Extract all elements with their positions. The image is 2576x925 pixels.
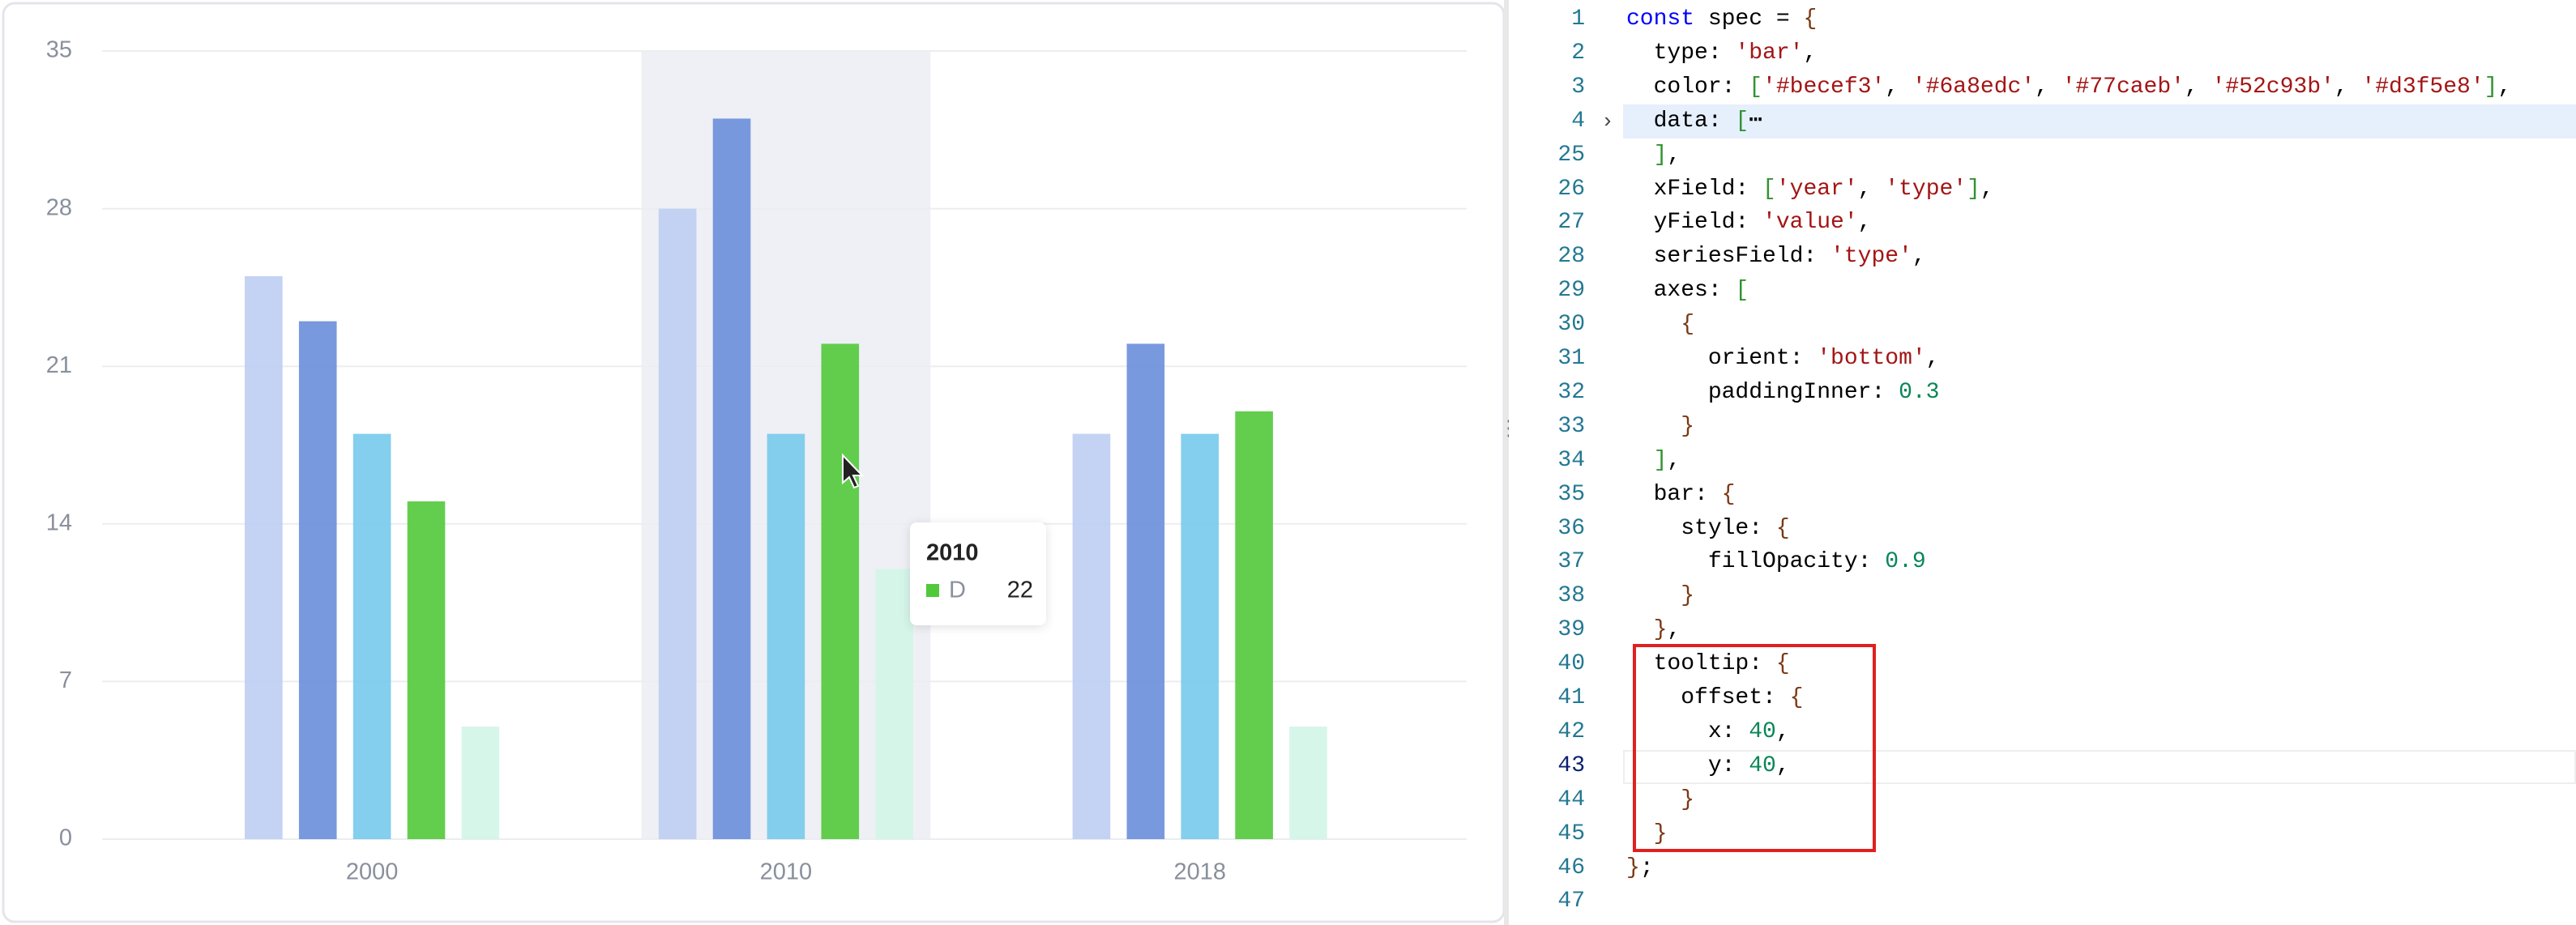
line-number: 36 [1557, 515, 1585, 541]
code-line[interactable]: color: ['#becef3', '#6a8edc', '#77caeb',… [1626, 74, 2512, 100]
line-number: 45 [1557, 821, 1585, 846]
line-number: 27 [1557, 210, 1585, 236]
code-line[interactable]: xField: ['year', 'type'], [1626, 176, 1994, 202]
y-tick-label: 21 [46, 352, 72, 378]
bar [767, 433, 805, 839]
tooltip-box [910, 522, 1046, 625]
bar [875, 569, 914, 839]
y-tick-label: 35 [46, 37, 72, 63]
line-number: 34 [1557, 447, 1585, 473]
y-tick-label: 14 [46, 509, 72, 535]
bar [298, 321, 337, 840]
line-number: 35 [1557, 481, 1585, 507]
code-line[interactable]: yField: 'value', [1626, 210, 1872, 236]
line-number: 38 [1557, 583, 1585, 609]
code-line[interactable]: bar: { [1626, 481, 1736, 507]
current-line [1623, 749, 2576, 784]
x-tick-label: 2018 [1173, 859, 1226, 885]
code-line[interactable]: { [1681, 312, 1695, 338]
code-line[interactable]: fillOpacity: 0.9 [1626, 549, 1926, 575]
bar [1126, 343, 1165, 839]
line-number: 37 [1557, 549, 1585, 575]
line-number: 2 [1571, 40, 1585, 66]
bar [658, 208, 697, 840]
tooltip: 2010 D 22 [910, 522, 1046, 625]
code-line[interactable]: } [1681, 583, 1695, 609]
splitter-handle[interactable]: ⋮ [1498, 416, 1509, 440]
code-line[interactable]: ], [1653, 142, 1681, 168]
line-number: 43 [1557, 752, 1585, 778]
line-number: 30 [1557, 312, 1585, 338]
code-line[interactable]: axes: [ [1626, 278, 1749, 304]
tooltip-swatch [926, 584, 939, 597]
highlight-box [1633, 644, 1876, 852]
code-line[interactable]: } [1653, 821, 1668, 846]
bar [407, 501, 446, 839]
x-tick-label: 2000 [346, 859, 399, 885]
code-line[interactable]: } [1681, 413, 1695, 439]
bar [461, 727, 500, 839]
code-line[interactable]: }, [1653, 617, 1681, 643]
code-line[interactable]: y: 40, [1626, 752, 1790, 778]
bar [245, 276, 283, 839]
tooltip-series-name: D [949, 578, 966, 603]
y-tick-label: 28 [46, 194, 72, 220]
line-number: 29 [1557, 278, 1585, 304]
line-number: 26 [1557, 176, 1585, 202]
bar [1072, 433, 1111, 839]
code-line[interactable]: style: { [1626, 515, 1790, 541]
line-number: 32 [1557, 379, 1585, 405]
bar [352, 433, 391, 839]
line-number: 1 [1571, 6, 1585, 32]
line-number: 31 [1557, 346, 1585, 371]
code-line[interactable]: type: 'bar', [1626, 40, 1818, 66]
splitter[interactable] [1504, 0, 1509, 925]
code-line[interactable]: const spec = { [1626, 6, 1818, 32]
line-number: 46 [1557, 855, 1585, 880]
bar [821, 343, 860, 839]
bar [712, 118, 751, 839]
x-tick-label: 2010 [760, 859, 813, 885]
line-number: 28 [1557, 244, 1585, 270]
code-line[interactable]: offset: { [1626, 685, 1804, 710]
code-line[interactable]: data: [⋯ [1626, 108, 1763, 134]
code-line[interactable]: paddingInner: 0.3 [1626, 379, 1940, 405]
code-editor[interactable]: 1 const spec = { 2 type: 'bar', 3 color: ['… [1517, 0, 2576, 925]
tooltip-title: 2010 [926, 540, 979, 566]
line-number: 33 [1557, 413, 1585, 439]
code-line[interactable]: seriesField: 'type', [1626, 244, 1926, 270]
line-number: 40 [1557, 651, 1585, 677]
bar [1235, 411, 1273, 839]
fold-toggle[interactable]: › [1601, 109, 1614, 134]
line-number: 41 [1557, 685, 1585, 710]
code-line[interactable]: ], [1653, 447, 1681, 473]
line-number: 44 [1557, 786, 1585, 812]
line-number: 42 [1557, 718, 1585, 744]
tooltip-value: 22 [1007, 578, 1033, 603]
line-number: 3 [1571, 74, 1585, 100]
code-line[interactable]: x: 40, [1626, 718, 1790, 744]
bar [1289, 727, 1327, 839]
code-line[interactable]: } [1681, 786, 1695, 812]
line-number: 4 [1571, 108, 1585, 134]
code-line[interactable]: orient: 'bottom', [1626, 346, 1940, 371]
code-line[interactable]: }; [1626, 855, 1654, 880]
folded-line-highlight [1623, 104, 2576, 139]
code-line[interactable]: tooltip: { [1626, 651, 1790, 677]
chart: 0 7 14 21 28 35 2000 2010 2018 2010 D 22 ⋮ [2, 0, 1509, 925]
y-tick-label: 0 [59, 825, 72, 851]
bar [1181, 433, 1220, 839]
line-number: 47 [1557, 889, 1585, 914]
line-number: 25 [1557, 142, 1585, 168]
line-number: 39 [1557, 617, 1585, 643]
mouse-cursor [842, 453, 865, 489]
y-tick-label: 7 [59, 667, 72, 693]
